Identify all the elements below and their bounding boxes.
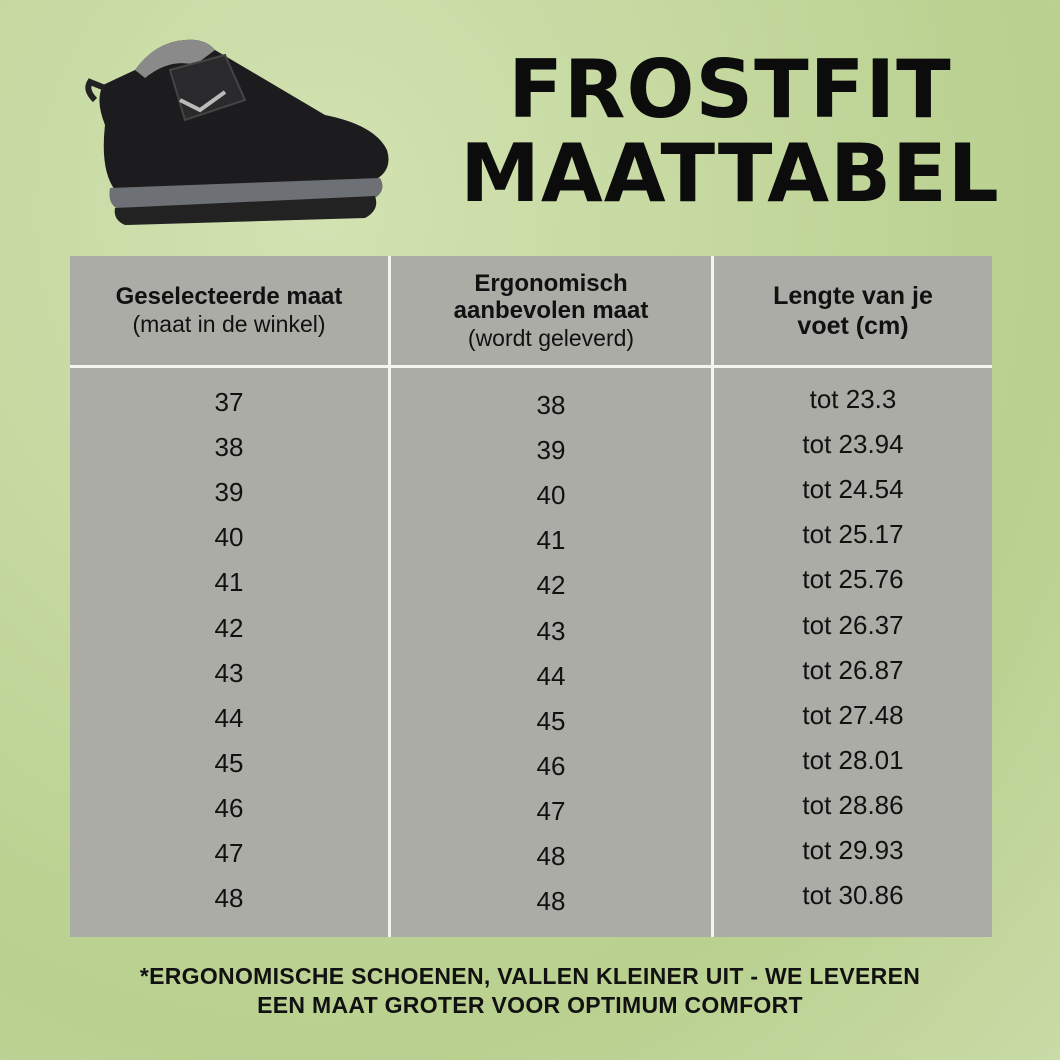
footnote-line-1: *ERGONOMISCHE SCHOENEN, VALLEN KLEINER U… — [139, 963, 921, 989]
cell-selected: 39 — [214, 477, 244, 508]
cell-length: tot 28.86 — [802, 789, 904, 820]
cell-length: tot 26.37 — [802, 609, 904, 640]
cell-recommended: 48 — [536, 841, 566, 871]
cell-recommended: 44 — [536, 660, 566, 691]
cell-selected: 47 — [214, 838, 244, 868]
cell-selected: 42 — [214, 612, 244, 643]
cell-selected: 37 — [214, 387, 244, 417]
cell-recommended: 46 — [536, 750, 566, 781]
cell-recommended: 47 — [536, 795, 566, 826]
cell-selected: 43 — [214, 657, 244, 688]
footnote-line-2: EEN MAAT GROTER VOOR OPTIMUM COMFORT — [257, 992, 803, 1018]
column-divider — [711, 256, 714, 937]
cell-recommended: 48 — [536, 886, 566, 917]
cell-selected: 41 — [214, 567, 244, 598]
cell-length: tot 28.01 — [802, 744, 904, 775]
header-divider — [70, 365, 992, 368]
cell-selected: 44 — [214, 702, 244, 733]
header-recommended-size: Ergonomisch aanbevolen maat (wordt gelev… — [391, 256, 711, 365]
header-label: Ergonomisch aanbevolen maat — [453, 269, 649, 324]
cell-selected: 40 — [214, 522, 244, 553]
cell-recommended: 45 — [536, 705, 566, 736]
title-line-2: MAATTABEL — [460, 127, 1000, 220]
shoe-image — [85, 39, 389, 225]
cell-length: tot 25.76 — [802, 564, 904, 595]
cell-recommended: 42 — [536, 570, 566, 601]
cell-length: tot 24.54 — [802, 474, 904, 505]
cell-selected: 45 — [214, 747, 244, 778]
cell-recommended: 43 — [536, 615, 566, 646]
cell-selected: 38 — [214, 432, 244, 463]
header-selected-size: Geselecteerde maat (maat in de winkel) — [70, 256, 388, 365]
header-sublabel: (maat in de winkel) — [132, 311, 326, 337]
cell-recommended: 40 — [536, 480, 566, 511]
cell-length: tot 25.17 — [802, 519, 904, 550]
cell-recommended: 39 — [536, 435, 566, 466]
cell-length: tot 26.87 — [802, 654, 904, 685]
header-sublabel: (wordt geleverd) — [467, 324, 635, 351]
cell-length: tot 23.94 — [802, 429, 904, 460]
cell-selected: 48 — [214, 883, 244, 914]
cell-length: tot 23.3 — [809, 384, 897, 414]
cell-length: tot 27.48 — [802, 699, 904, 730]
header-label: Lengte van je voet (cm) — [773, 281, 933, 340]
title-line-1: FROSTFIT — [508, 43, 952, 136]
cell-recommended: 38 — [536, 390, 566, 420]
footnote: *ERGONOMISCHE SCHOENEN, VALLEN KLEINER U… — [60, 962, 1000, 1020]
header-foot-length: Lengte van je voet (cm) — [714, 256, 992, 365]
header-label: Geselecteerde maat — [115, 283, 343, 310]
column-divider — [388, 256, 391, 937]
cell-length: tot 30.86 — [802, 880, 904, 911]
cell-recommended: 41 — [536, 525, 566, 556]
cell-selected: 46 — [214, 792, 244, 823]
size-table: Geselecteerde maat (maat in de winkel) E… — [70, 256, 992, 937]
cell-length: tot 29.93 — [802, 835, 904, 865]
